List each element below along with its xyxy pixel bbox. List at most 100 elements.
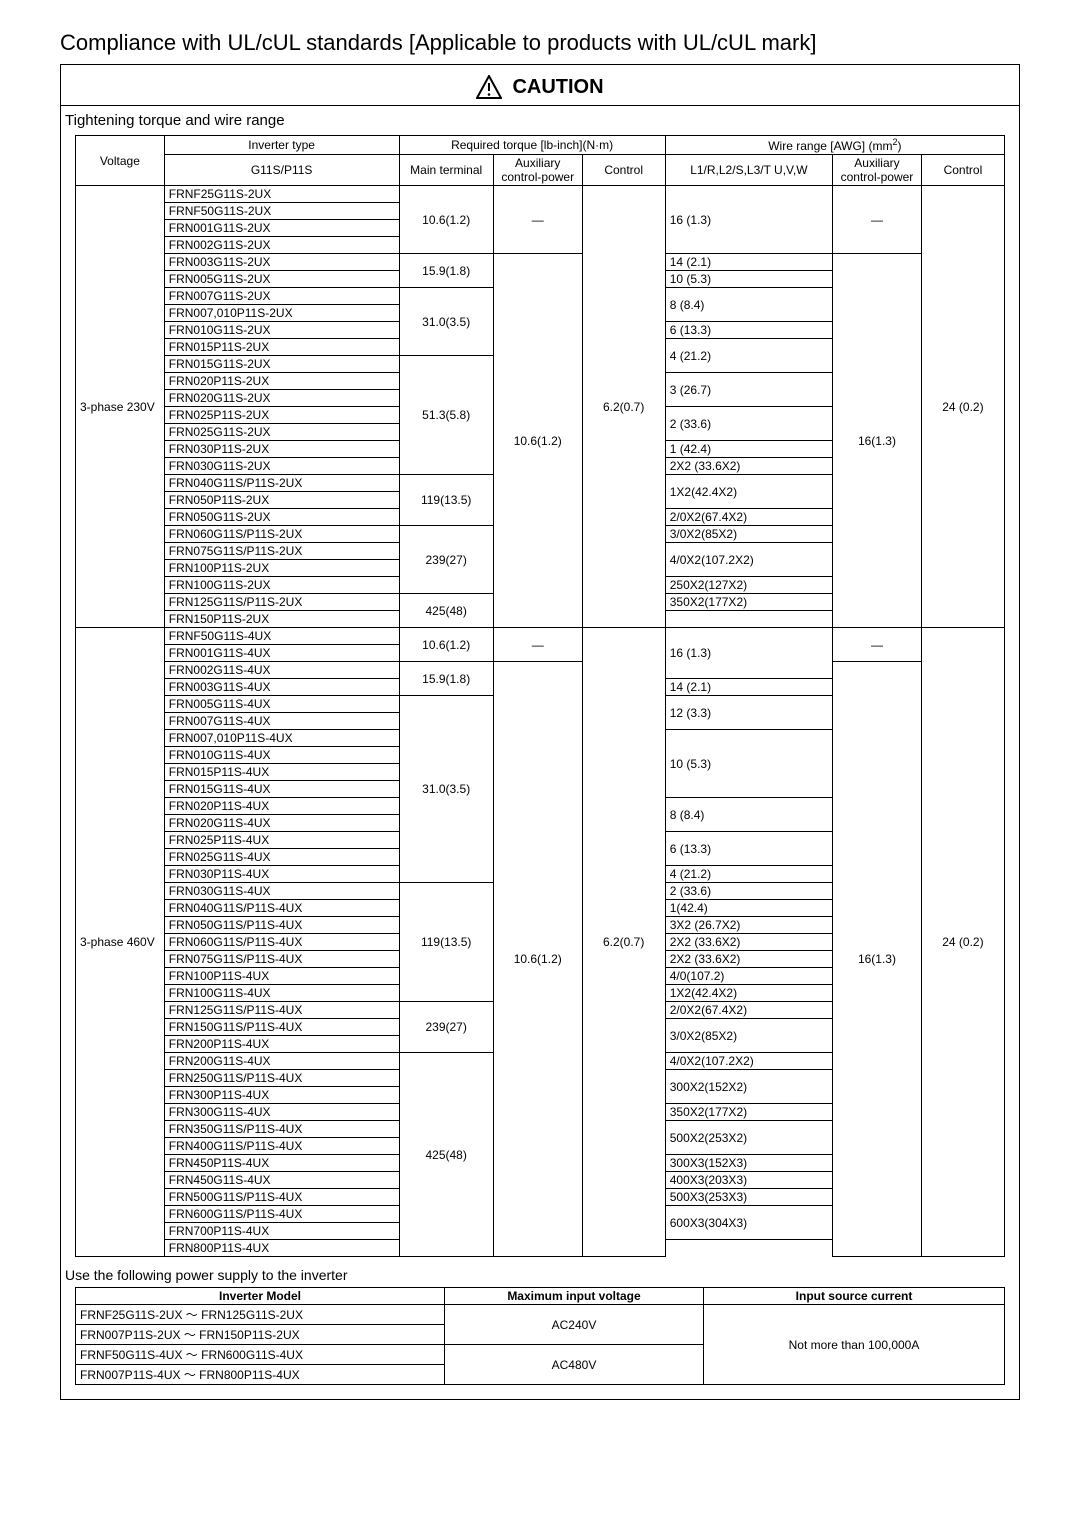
th-reqtorque: Required torque [lb-inch](N·m)	[399, 136, 665, 155]
main-terminal-cell: 239(27)	[399, 1002, 493, 1053]
inverter-cell: FRN050G11S-2UX	[164, 509, 399, 526]
inverter-cell: FRN003G11S-2UX	[164, 254, 399, 271]
aux-wire-dash: —	[833, 628, 922, 662]
inverter-cell: FRN050P11S-2UX	[164, 492, 399, 509]
inverter-cell: FRN050G11S/P11S-4UX	[164, 917, 399, 934]
inverter-cell: FRN100G11S-2UX	[164, 577, 399, 594]
main-terminal-cell: 31.0(3.5)	[399, 696, 493, 883]
aux-wire-cell: 16(1.3)	[833, 254, 922, 628]
inverter-cell: FRN300P11S-4UX	[164, 1087, 399, 1104]
caution-header: CAUTION	[61, 75, 1019, 106]
inverter-cell: FRN075G11S/P11S-4UX	[164, 951, 399, 968]
inverter-cell: FRN002G11S-4UX	[164, 662, 399, 679]
main-terminal-cell: 15.9(1.8)	[399, 254, 493, 288]
inverter-cell: FRN001G11S-4UX	[164, 645, 399, 662]
wire-range-cell: 3/0X2(85X2)	[665, 526, 832, 543]
wire-range-cell: 10 (5.3)	[665, 271, 832, 288]
inverter-cell: FRN025G11S-2UX	[164, 424, 399, 441]
inverter-cell: FRN700P11S-4UX	[164, 1223, 399, 1240]
inverter-cell: FRN150G11S/P11S-4UX	[164, 1019, 399, 1036]
inverter-cell: FRN015G11S-2UX	[164, 356, 399, 373]
page-title: Compliance with UL/cUL standards [Applic…	[60, 30, 1020, 56]
table-row: 3-phase 460VFRNF50G11S-4UX10.6(1.2)—6.2(…	[76, 628, 1005, 645]
wire-range-cell: 6 (13.3)	[665, 832, 832, 866]
inverter-cell: FRN001G11S-2UX	[164, 220, 399, 237]
control-torque-cell: 6.2(0.7)	[582, 186, 665, 628]
th-auxpower2: Auxiliary control-power	[833, 155, 922, 186]
main-terminal-cell: 10.6(1.2)	[399, 186, 493, 254]
inverter-cell: FRNF25G11S-2UX	[164, 186, 399, 203]
inverter-cell: FRN005G11S-2UX	[164, 271, 399, 288]
table-row: 3-phase 230VFRNF25G11S-2UX10.6(1.2)—6.2(…	[76, 186, 1005, 203]
inverter-cell: FRN450G11S-4UX	[164, 1172, 399, 1189]
inverter-cell: FRNF50G11S-2UX	[164, 203, 399, 220]
aux-wire-cell: 16(1.3)	[833, 662, 922, 1257]
inverter-cell: FRN100G11S-4UX	[164, 985, 399, 1002]
ps-v240: AC240V	[445, 1305, 704, 1345]
wire-range-cell: 350X2(177X2)	[665, 594, 832, 611]
wire-range-cell: 4/0(107.2)	[665, 968, 832, 985]
main-terminal-cell: 239(27)	[399, 526, 493, 594]
table-row: FRN002G11S-4UX15.9(1.8)10.6(1.2)16(1.3)	[76, 662, 1005, 679]
inverter-cell: FRN075G11S/P11S-2UX	[164, 543, 399, 560]
ps-r2a: FRNF50G11S-4UX ～ FRN600G11S-4UX	[76, 1345, 445, 1365]
table-row: FRN003G11S-2UX15.9(1.8)10.6(1.2) 14 (2.1…	[76, 254, 1005, 271]
main-terminal-cell: 10.6(1.2)	[399, 628, 493, 662]
inverter-cell: FRN007,010P11S-4UX	[164, 730, 399, 747]
ps-r1b: FRN007P11S-2UX ～ FRN150P11S-2UX	[76, 1325, 445, 1345]
inverter-cell: FRN025P11S-4UX	[164, 832, 399, 849]
th-auxpower1: Auxiliary control-power	[493, 155, 582, 186]
inverter-cell: FRN060G11S/P11S-2UX	[164, 526, 399, 543]
wire-range-cell: 2X2 (33.6X2)	[665, 934, 832, 951]
wire-range-cell: 2/0X2(67.4X2)	[665, 1002, 832, 1019]
inverter-cell: FRN020G11S-4UX	[164, 815, 399, 832]
main-terminal-cell: 425(48)	[399, 1053, 493, 1257]
inverter-cell: FRN125G11S/P11S-4UX	[164, 1002, 399, 1019]
wire-range-cell: 16 (1.3)	[665, 628, 832, 679]
wire-range-cell: 14 (2.1)	[665, 254, 832, 271]
inverter-cell: FRN450P11S-4UX	[164, 1155, 399, 1172]
inverter-cell: FRN350G11S/P11S-4UX	[164, 1121, 399, 1138]
wire-range-cell: 4 (21.2)	[665, 339, 832, 373]
wire-range-cell: 2X2 (33.6X2)	[665, 951, 832, 968]
ps-th-volt: Maximum input voltage	[445, 1288, 704, 1305]
wire-range-cell: 4/0X2(107.2X2)	[665, 1053, 832, 1070]
aux-power-dash: —	[493, 186, 582, 254]
wire-range-cell: 8 (8.4)	[665, 798, 832, 832]
wire-range-cell: 500X3(253X3)	[665, 1189, 832, 1206]
wire-range-cell: 3/0X2(85X2)	[665, 1019, 832, 1053]
th-wirerange: Wire range [AWG] (mm2)	[665, 136, 1004, 155]
caution-label: CAUTION	[512, 76, 603, 99]
main-terminal-cell: 425(48)	[399, 594, 493, 628]
wire-range-cell: 4 (21.2)	[665, 866, 832, 883]
wire-range-cell: 10 (5.3)	[665, 730, 832, 798]
wire-range-cell: 2/0X2(67.4X2)	[665, 509, 832, 526]
wire-range-cell: 2 (33.6)	[665, 883, 832, 900]
th-mainterm: Main terminal	[399, 155, 493, 186]
power-supply-note: Use the following power supply to the in…	[65, 1267, 1019, 1283]
inverter-cell: FRN400G11S/P11S-4UX	[164, 1138, 399, 1155]
th-invtype: Inverter type	[164, 136, 399, 155]
wire-range-cell: 8 (8.4)	[665, 288, 832, 322]
wire-range-cell: 6 (13.3)	[665, 322, 832, 339]
wire-range-cell: 1X2(42.4X2)	[665, 475, 832, 509]
wire-range-cell: 400X3(203X3)	[665, 1172, 832, 1189]
inverter-cell: FRN200G11S-4UX	[164, 1053, 399, 1070]
inverter-cell: FRN060G11S/P11S-4UX	[164, 934, 399, 951]
inverter-cell: FRN020P11S-2UX	[164, 373, 399, 390]
wire-range-cell: 3X2 (26.7X2)	[665, 917, 832, 934]
ps-r1a: FRNF25G11S-2UX ～ FRN125G11S-2UX	[76, 1305, 445, 1325]
ps-th-curr: Input source current	[704, 1288, 1005, 1305]
inverter-cell: FRN150P11S-2UX	[164, 611, 399, 628]
inverter-cell: FRN250G11S/P11S-4UX	[164, 1070, 399, 1087]
torque-wire-table: Voltage Inverter type Required torque [l…	[75, 135, 1005, 1257]
inverter-cell: FRN100P11S-4UX	[164, 968, 399, 985]
inverter-cell: FRN020P11S-4UX	[164, 798, 399, 815]
caution-box: CAUTION Tightening torque and wire range…	[60, 64, 1020, 1400]
wire-range-cell: 300X2(152X2)	[665, 1070, 832, 1104]
inverter-cell: FRN125G11S/P11S-2UX	[164, 594, 399, 611]
main-terminal-cell: 119(13.5)	[399, 883, 493, 1002]
wire-range-cell: 1X2(42.4X2)	[665, 985, 832, 1002]
inverter-cell: FRN030G11S-4UX	[164, 883, 399, 900]
inverter-cell: FRN005G11S-4UX	[164, 696, 399, 713]
